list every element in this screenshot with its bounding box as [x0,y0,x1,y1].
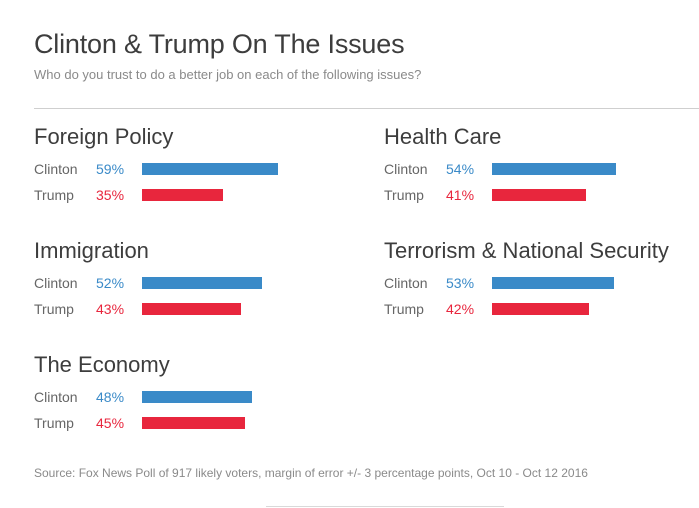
candidate-label: Trump [34,301,74,317]
bottom-divider [266,506,504,507]
trump-bar [142,303,241,315]
panel-title: The Economy [34,352,170,377]
value-label: 48% [96,389,125,405]
trump-row: Trump 42% [384,300,699,318]
panel-title: Health Care [384,124,502,149]
value-label: 53% [446,275,475,291]
trump-row: Trump 43% [34,300,354,318]
value-label: 52% [96,275,125,291]
clinton-row: Clinton 53% [384,274,699,292]
panel-title: Foreign Policy [34,124,174,149]
trump-bar [142,417,245,429]
value-label: 59% [96,161,125,177]
trump-bar [492,189,586,201]
candidate-label: Clinton [34,389,78,405]
trump-bar [492,303,589,315]
chart-title: Clinton & Trump On The Issues [34,29,405,59]
value-label: 35% [96,187,125,203]
candidate-label: Trump [34,187,74,203]
trump-row: Trump 45% [34,414,354,432]
clinton-bar [142,277,262,289]
value-label: 54% [446,161,475,177]
panel-title: Immigration [34,238,149,263]
chart-subtitle: Who do you trust to do a better job on e… [34,67,422,82]
candidate-label: Trump [384,187,424,203]
clinton-row: Clinton 52% [34,274,354,292]
clinton-bar [142,163,278,175]
candidate-label: Clinton [34,275,78,291]
source-note: Source: Fox News Poll of 917 likely vote… [34,466,588,480]
candidate-label: Clinton [384,275,428,291]
clinton-row: Clinton 54% [384,160,699,178]
trump-row: Trump 41% [384,186,699,204]
value-label: 45% [96,415,125,431]
candidate-label: Clinton [384,161,428,177]
clinton-bar [492,163,616,175]
clinton-bar [492,277,614,289]
candidate-label: Trump [34,415,74,431]
value-label: 42% [446,301,475,317]
trump-bar [142,189,223,201]
panel-title: Terrorism & National Security [384,238,669,263]
value-label: 43% [96,301,125,317]
clinton-bar [142,391,252,403]
value-label: 41% [446,187,475,203]
clinton-row: Clinton 59% [34,160,354,178]
candidate-label: Clinton [34,161,78,177]
clinton-row: Clinton 48% [34,388,354,406]
header-divider [34,108,699,109]
trump-row: Trump 35% [34,186,354,204]
candidate-label: Trump [384,301,424,317]
